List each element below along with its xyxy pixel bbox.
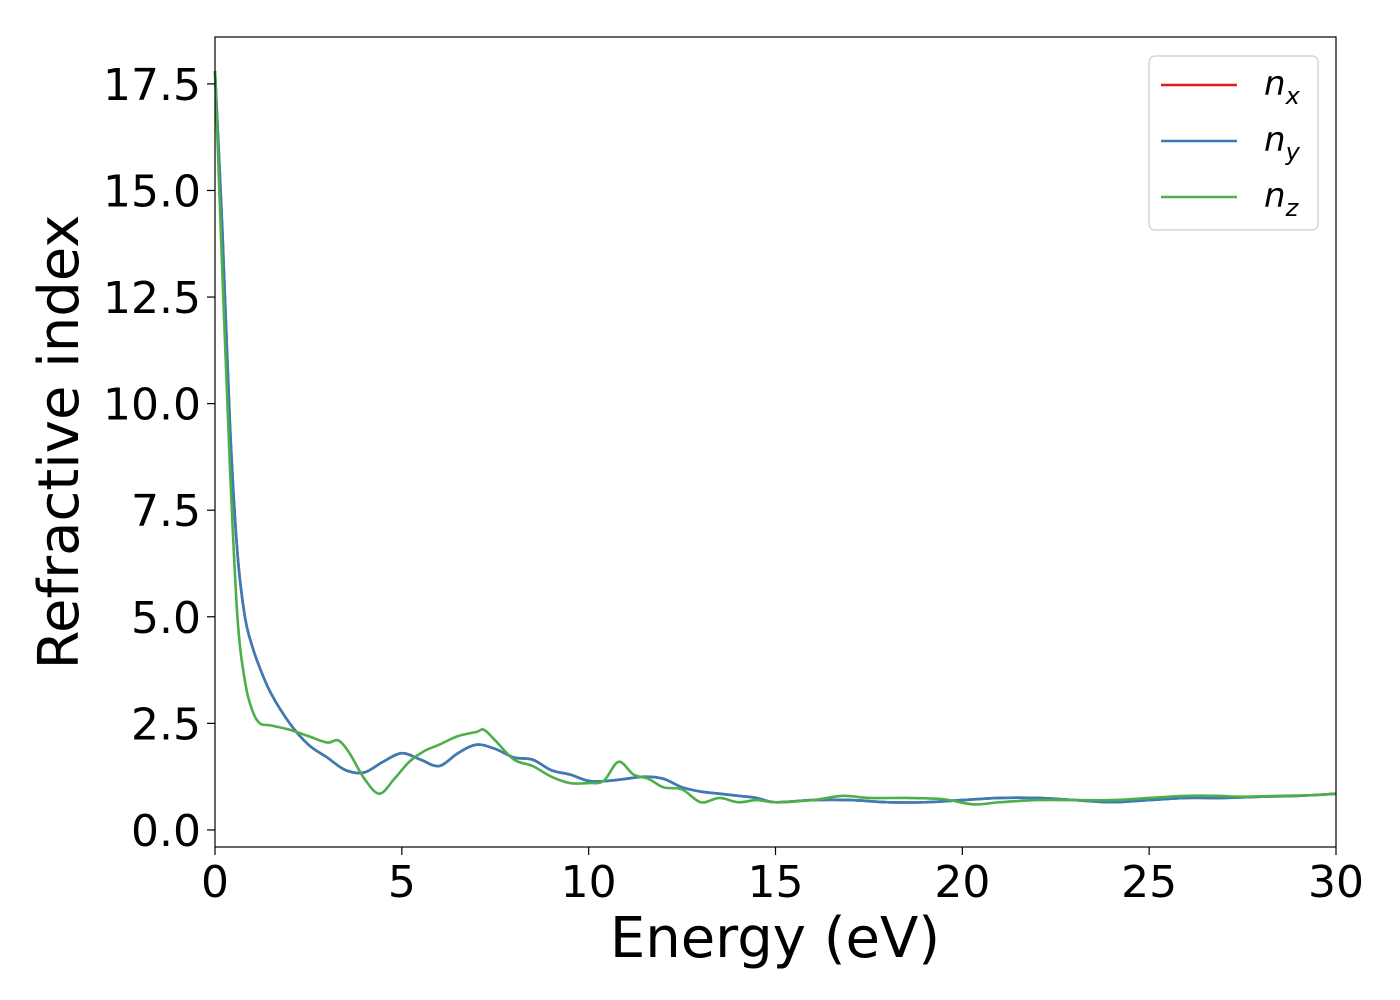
x-tick-label: 5: [388, 857, 416, 908]
series-line-ny: [213, 71, 1337, 804]
y-tick-label: 17.5: [103, 60, 201, 111]
x-tick-label: 0: [201, 857, 229, 908]
x-axis: 0 5 10 15 20 25 30: [201, 847, 1364, 908]
y-tick-label: 2.5: [131, 699, 201, 750]
x-tick-label: 10: [561, 857, 617, 908]
x-tick-label: 15: [748, 857, 804, 908]
y-tick-label: 5.0: [131, 593, 201, 644]
x-tick-label: 25: [1121, 857, 1177, 908]
x-tick-label: 30: [1308, 857, 1364, 908]
y-axis-title: Refractive index: [27, 215, 92, 670]
y-tick-label: 10.0: [103, 380, 201, 431]
y-tick-label: 12.5: [103, 273, 201, 324]
y-tick-label: 0.0: [131, 806, 201, 857]
legend-box: [1148, 55, 1319, 231]
legend-label: ny: [1264, 120, 1301, 166]
y-tick-label: 15.0: [103, 166, 201, 217]
series-line-nz: [213, 71, 1337, 806]
series-layer: [213, 71, 1337, 806]
x-axis-title: Energy (eV): [610, 906, 940, 971]
y-axis: 0.0 2.5 5.0 7.5 10.0 12.5 15.0 17.5: [103, 60, 215, 857]
y-tick-label: 7.5: [131, 486, 201, 537]
x-tick-label: 20: [934, 857, 990, 908]
